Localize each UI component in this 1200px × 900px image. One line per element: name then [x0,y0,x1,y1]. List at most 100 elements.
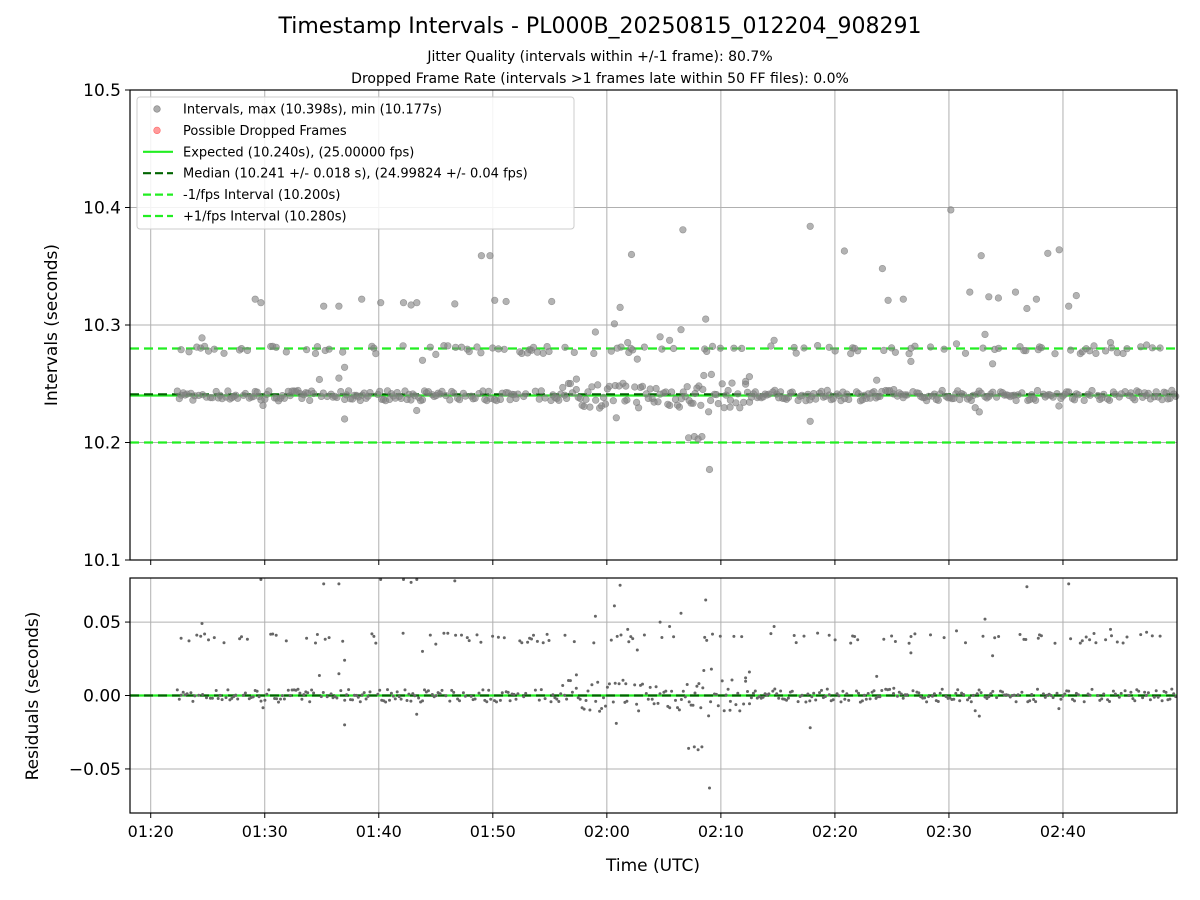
residual-point [305,636,309,640]
residual-point [875,674,879,678]
interval-point [776,388,785,396]
residual-point [337,582,341,586]
interval-point [669,344,678,353]
residual-point [358,700,362,704]
residual-point [1014,700,1018,704]
interval-point [502,297,510,306]
residual-point [985,697,989,700]
residual-point [487,688,491,692]
residual-point [1067,689,1071,693]
interval-point [237,345,246,353]
residual-point [275,697,279,701]
interval-point [1131,396,1139,404]
residual-point [282,697,286,701]
residual-point [820,688,823,692]
residual-point [547,639,551,642]
top-axes: 10.1 10.2 10.3 10.4 10.5 [83,81,1064,571]
residual-point [956,688,960,692]
residual-point [479,640,483,644]
interval-point [413,299,421,307]
residual-point [537,698,541,702]
interval-point [201,342,209,350]
interval-point [315,375,324,384]
residual-point [726,687,730,691]
interval-point [450,389,458,397]
residual-point [720,679,724,683]
residual-point [670,689,674,693]
residual-point [224,696,228,700]
interval-point [455,396,464,404]
legend-label: Intervals, max (10.398s), min (10.177s) [183,103,442,118]
residual-point [195,633,199,637]
interval-point [981,330,989,339]
residual-point [205,696,208,700]
interval-point [640,343,649,351]
residual-point [753,689,757,693]
interval-point [829,395,837,403]
residual-point [954,691,958,695]
top-y-axis-label: Intervals (seconds) [42,244,62,406]
residual-point [368,690,372,694]
residual-point [878,695,882,699]
residual-point [376,692,380,696]
residual-point [816,631,820,635]
residual-point [695,684,699,688]
interval-point [491,296,499,304]
residual-point [403,688,407,692]
residual-point [692,745,696,749]
residual-point [1108,700,1111,703]
residual-point [1158,634,1162,638]
interval-point [486,252,494,260]
residual-point [1150,634,1154,638]
interval-point [624,339,632,347]
interval-point [243,346,251,355]
residual-point [888,687,892,691]
residual-point [679,698,683,701]
residual-point [322,582,326,586]
interval-point [623,396,631,404]
legend-label: Median (10.241 +/- 0.018 s), (24.99824 +… [183,167,528,182]
interval-point [825,343,833,351]
residual-point [452,690,456,694]
legend-box [136,96,575,230]
interval-point [306,396,314,405]
residual-point [635,648,639,652]
residual-point [409,699,413,703]
residual-point [1168,697,1172,701]
residual-point [973,709,977,713]
residual-point [648,685,652,689]
interval-point [726,396,735,404]
residual-point [450,688,454,692]
interval-point [477,252,486,260]
interval-point [337,388,345,396]
interval-point [185,348,193,356]
x-tick-label: 01:20 [128,822,174,841]
residual-point [312,691,316,695]
interval-point [677,326,685,334]
residual-point [882,637,886,641]
residual-point [979,691,983,695]
residual-point [944,695,948,698]
interval-point [1137,343,1145,351]
residual-point [177,697,181,701]
residual-point [1156,695,1160,699]
interval-point [938,386,946,395]
residual-point [578,697,582,701]
residual-point [839,700,843,704]
residual-point [676,706,679,710]
residual-point [212,636,216,640]
residual-point [458,699,461,703]
interval-point [726,403,734,411]
residual-point [1143,690,1147,694]
residual-point [448,699,452,703]
residual-point [1088,693,1092,697]
residual-point [514,697,518,701]
residual-point [831,698,835,702]
residual-point [769,632,773,636]
residual-point [530,637,533,641]
residual-point [751,691,755,695]
interval-point [335,302,343,310]
interval-point [989,388,997,396]
residual-point [993,636,997,640]
residual-point [800,693,804,697]
